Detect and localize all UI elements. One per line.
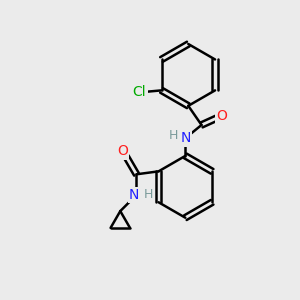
- Text: N: N: [129, 188, 139, 202]
- Text: N: N: [180, 131, 190, 145]
- Text: O: O: [117, 144, 128, 158]
- Text: Cl: Cl: [133, 85, 146, 99]
- Text: H: H: [144, 188, 154, 201]
- Text: H: H: [168, 129, 178, 142]
- Text: O: O: [217, 109, 228, 123]
